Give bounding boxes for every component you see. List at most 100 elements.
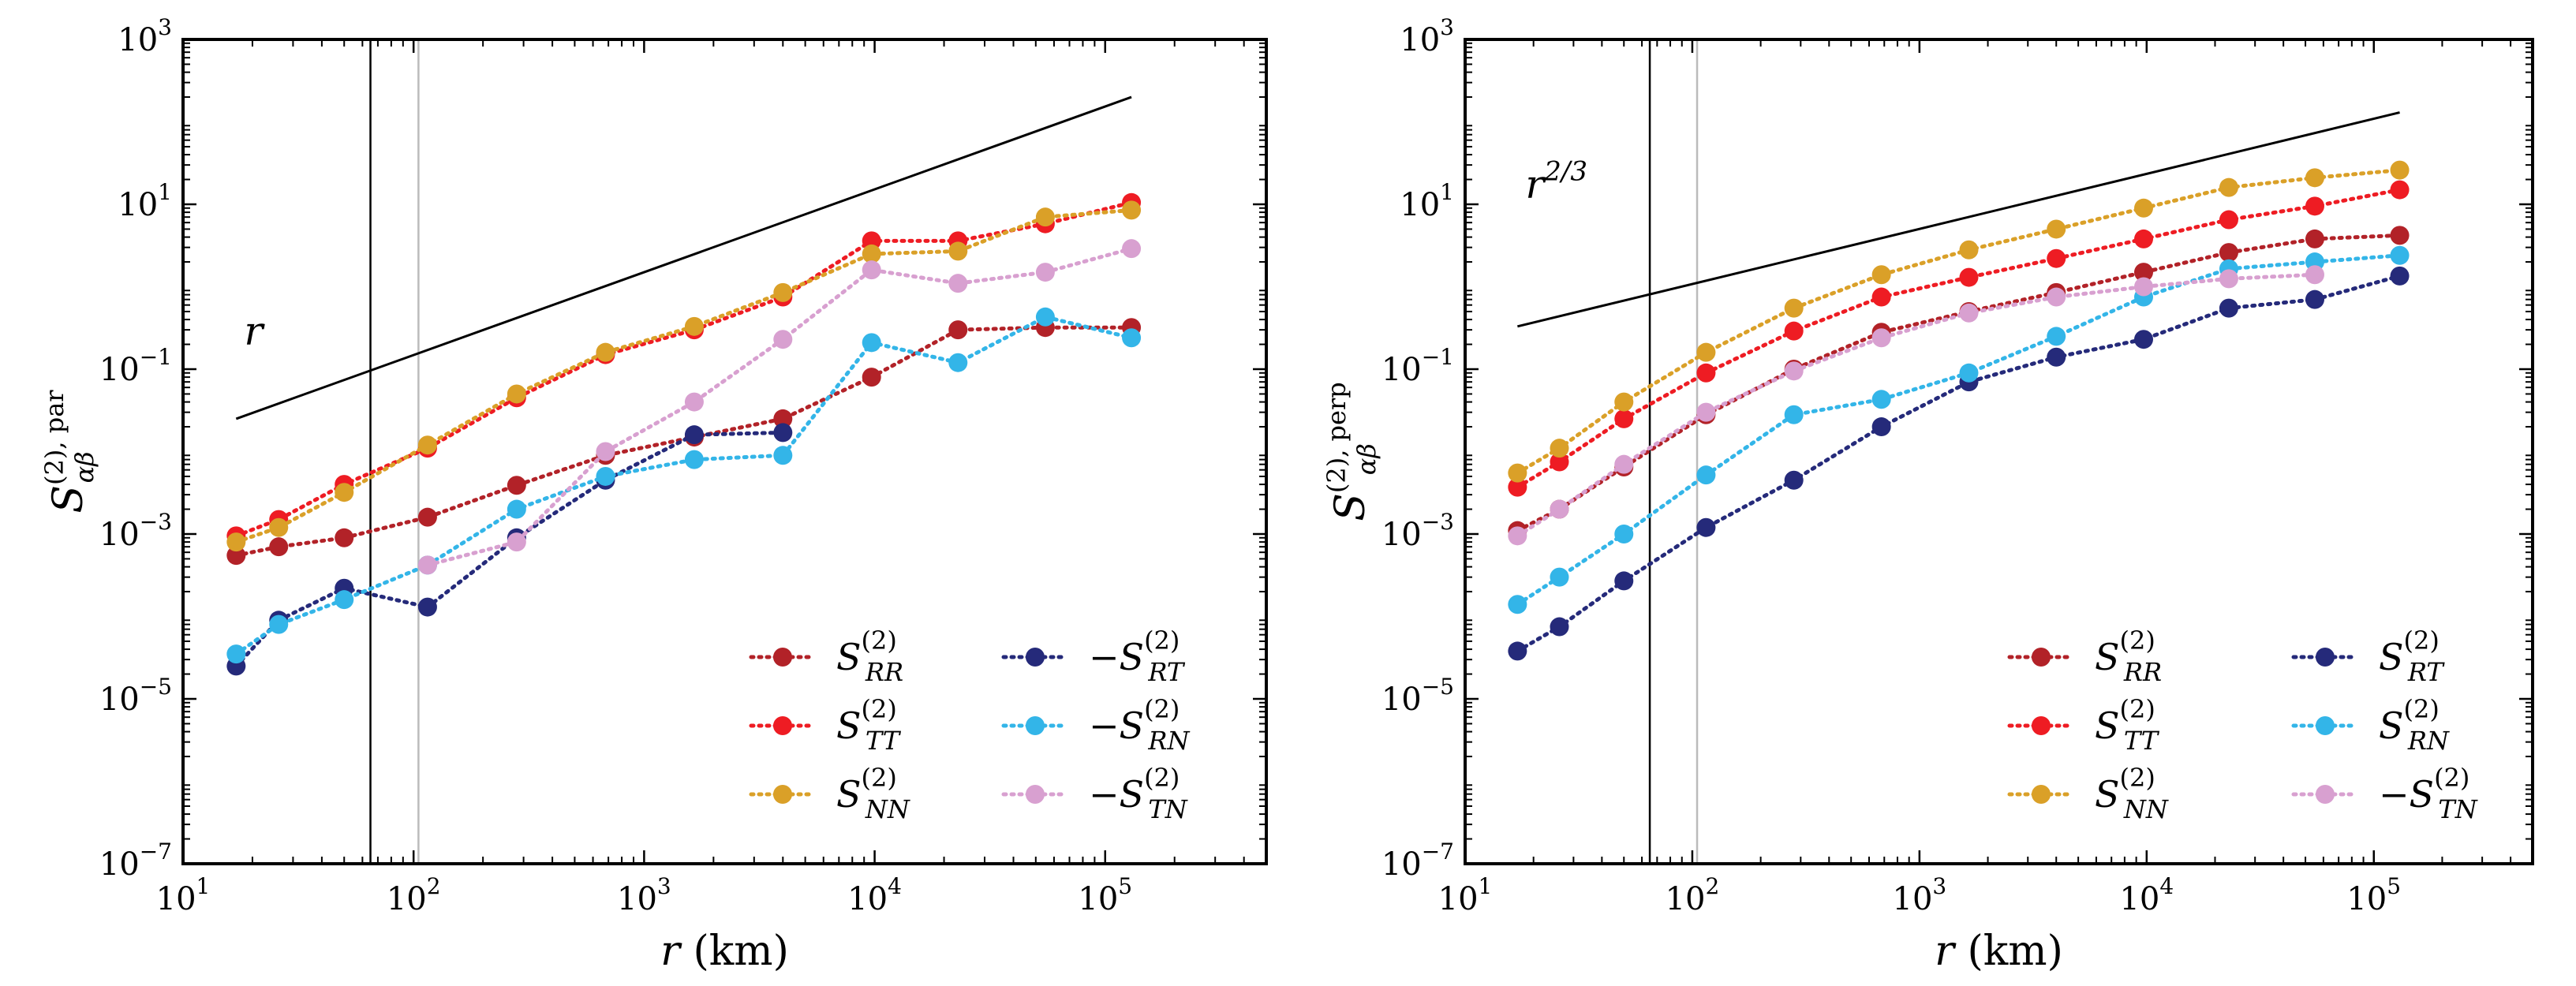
y-tick-label: 10−3 (1381, 509, 1454, 553)
data-point (269, 517, 289, 537)
series-neg-rn (226, 307, 1142, 664)
data-point (1959, 267, 1979, 287)
series-rn (1508, 245, 2410, 614)
data-point (948, 241, 968, 261)
series-line (1515, 253, 2402, 607)
data-point (2305, 168, 2324, 188)
data-point (2390, 180, 2410, 200)
series-line (1515, 188, 2402, 490)
data-point (773, 330, 793, 349)
x-tick-label: 102 (1666, 873, 1720, 917)
data-point (2305, 196, 2324, 216)
legend-label: S(2) TT (2095, 694, 2160, 756)
x-tick-label: 103 (1893, 873, 1947, 917)
data-point (1871, 417, 1891, 437)
data-point (1508, 641, 1527, 661)
data-point (1871, 265, 1891, 285)
legend-swatch-marker (773, 648, 792, 667)
data-point (2133, 263, 2153, 282)
legend-item: S(2) NN (749, 763, 910, 824)
legend-swatch-marker (2316, 648, 2335, 667)
data-point (1871, 390, 1891, 409)
data-point (2219, 298, 2238, 318)
data-point (2390, 266, 2410, 286)
data-point (335, 483, 354, 502)
y-axis-label: S(2), perpαβ (1322, 382, 1381, 521)
data-point (684, 316, 704, 336)
series-rr (226, 318, 1142, 566)
data-point (1035, 207, 1055, 227)
series-line (1515, 274, 2402, 653)
legend-label: S(2) TT (836, 694, 902, 756)
y-tick-label: 10−7 (99, 838, 172, 883)
legend-swatch-marker (773, 785, 792, 804)
data-point (1508, 526, 1527, 546)
legend: S(2) RR S(2) TT S(2) NN −S(2) RT −S(2) RN −S(2) TN (749, 626, 1190, 824)
data-point (2219, 269, 2238, 289)
data-point (862, 244, 881, 263)
data-point (948, 320, 968, 340)
data-point (1550, 499, 1569, 519)
x-tick-label: 104 (847, 873, 902, 917)
minor-ticks (1465, 39, 2533, 864)
data-point (1122, 239, 1142, 259)
data-point (862, 231, 881, 251)
data-point (1614, 409, 1634, 428)
data-point (1550, 617, 1569, 637)
data-point (269, 537, 289, 557)
data-point (1696, 517, 1716, 537)
data-point (507, 384, 526, 404)
data-point (2219, 210, 2238, 230)
data-point (2047, 248, 2066, 268)
legend-label: −S(2) TN (2379, 763, 2478, 824)
y-tick-label: 101 (118, 179, 172, 223)
data-point (1871, 287, 1891, 307)
series-nn (226, 200, 1142, 552)
legend-item: −S(2) RN (1001, 694, 1190, 756)
series-tt (226, 192, 1142, 546)
legend-item: S(2) TT (749, 694, 902, 756)
data-point (684, 425, 704, 445)
data-point (2219, 177, 2238, 197)
y-axis-label: S(2), parαβ (39, 390, 99, 514)
data-point (417, 555, 437, 575)
data-point (2390, 226, 2410, 245)
series-rr (1508, 226, 2410, 540)
legend-swatch-marker (773, 716, 792, 735)
x-tick-label: 101 (156, 873, 211, 917)
data-point (1784, 470, 1804, 490)
data-point (1614, 571, 1634, 591)
data-point (862, 260, 881, 280)
left-panel-chart: 101 102 103 104 105 10−7 10−5 10−3 10−1 101 103 r r … (39, 14, 1268, 975)
data-point (226, 644, 246, 664)
data-point (2133, 330, 2153, 349)
series-line (1515, 168, 2402, 476)
y-tick-label: 10−3 (99, 509, 172, 553)
series-line (234, 325, 1134, 558)
series-line (1515, 272, 2317, 538)
data-point (507, 499, 526, 519)
data-point (1550, 567, 1569, 587)
data-point (684, 392, 704, 412)
legend-label: −S(2) TN (1089, 763, 1188, 824)
data-point (1550, 452, 1569, 472)
legend-label: S(2) RN (2379, 694, 2450, 756)
data-point (948, 274, 968, 293)
y-tick-label: 103 (1400, 14, 1454, 58)
legend-swatch-marker (1026, 785, 1045, 804)
series-line (1515, 233, 2402, 533)
legend-swatch-marker (2316, 785, 2335, 804)
data-point (862, 333, 881, 353)
y-tick-label: 10−7 (1381, 838, 1454, 883)
legend-label: S(2) RR (836, 626, 903, 687)
data-point (1696, 342, 1716, 362)
x-axis-label: r (km) (660, 928, 789, 975)
x-tick-label: 102 (387, 873, 441, 917)
data-point (2047, 219, 2066, 239)
legend-item: S(2) TT (2007, 694, 2160, 756)
y-axis-label-text: S(2), perpαβ (1322, 382, 1381, 521)
legend-item: −S(2) TN (2291, 763, 2478, 824)
series-line (234, 315, 1134, 656)
data-point (2305, 229, 2324, 248)
